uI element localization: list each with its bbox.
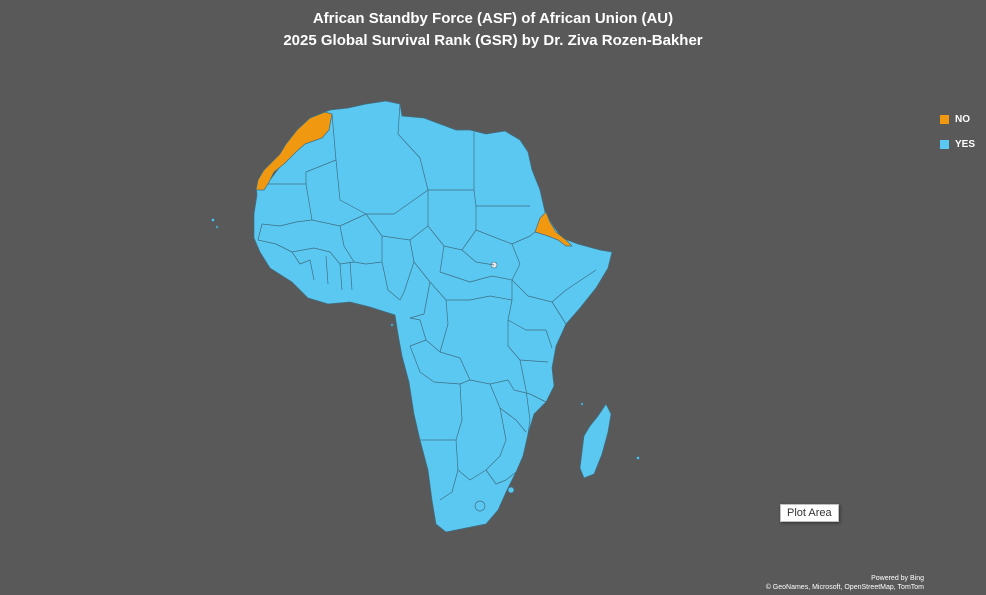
legend-swatch-no bbox=[940, 114, 949, 124]
chart-title-line-2: 2025 Global Survival Rank (GSR) by Dr. Z… bbox=[283, 32, 703, 49]
island-sao-tome[interactable] bbox=[390, 323, 394, 327]
attribution-credits: © GeoNames, Microsoft, OpenStreetMap, To… bbox=[765, 584, 924, 591]
legend-label-yes: YES bbox=[955, 138, 976, 150]
chart-legend: NO YES bbox=[940, 112, 975, 162]
legend-item-yes[interactable]: YES bbox=[940, 137, 975, 151]
island-comoros[interactable] bbox=[580, 402, 584, 406]
country-borders bbox=[257, 103, 597, 501]
country-madagascar[interactable] bbox=[579, 403, 612, 479]
plot-area-tooltip: Plot Area bbox=[780, 504, 839, 522]
country-lesotho[interactable] bbox=[474, 500, 486, 512]
country-eritrea[interactable] bbox=[534, 211, 573, 247]
island-mauritius[interactable] bbox=[636, 456, 640, 460]
legend-swatch-yes bbox=[940, 139, 949, 149]
chart-title-line-1: African Standby Force (ASF) of African U… bbox=[312, 10, 674, 27]
chart-title: African Standby Force (ASF) of African U… bbox=[0, 8, 986, 52]
africa-mainland-region[interactable] bbox=[253, 100, 613, 533]
island-cape-verde[interactable] bbox=[211, 218, 215, 222]
legend-label-no: NO bbox=[955, 113, 970, 125]
country-eswatini[interactable] bbox=[507, 486, 515, 494]
attribution-powered-by: Powered by Bing bbox=[871, 575, 924, 582]
legend-item-no[interactable]: NO bbox=[940, 112, 975, 126]
map-attribution: Powered by Bing © GeoNames, Microsoft, O… bbox=[766, 574, 924, 592]
island-cape-verde-2[interactable] bbox=[215, 225, 219, 229]
